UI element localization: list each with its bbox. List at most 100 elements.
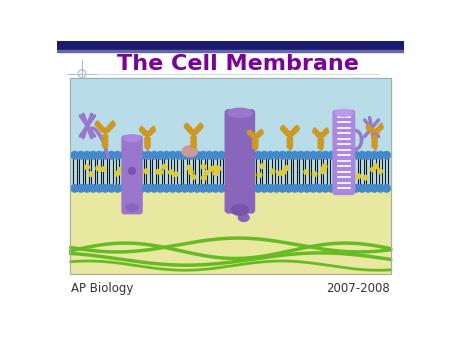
Circle shape: [103, 143, 108, 148]
Circle shape: [139, 170, 144, 175]
Circle shape: [89, 184, 97, 193]
Bar: [58, 50, 404, 52]
Circle shape: [364, 184, 373, 193]
Circle shape: [378, 169, 382, 174]
Circle shape: [294, 126, 299, 131]
Circle shape: [260, 151, 269, 160]
Circle shape: [156, 184, 165, 193]
Circle shape: [281, 126, 286, 131]
Circle shape: [175, 184, 183, 193]
Circle shape: [223, 151, 232, 160]
Circle shape: [291, 184, 299, 193]
Circle shape: [107, 151, 116, 160]
Circle shape: [144, 169, 148, 173]
Circle shape: [366, 125, 371, 130]
Circle shape: [278, 171, 282, 176]
Circle shape: [272, 151, 281, 160]
Circle shape: [297, 151, 305, 160]
Circle shape: [258, 130, 263, 135]
Circle shape: [129, 168, 135, 174]
Circle shape: [339, 184, 348, 193]
Circle shape: [352, 184, 360, 193]
Circle shape: [281, 170, 286, 174]
Circle shape: [150, 184, 158, 193]
Circle shape: [309, 151, 317, 160]
Circle shape: [175, 151, 183, 160]
Bar: [71, 77, 391, 274]
Circle shape: [191, 135, 196, 141]
Circle shape: [382, 151, 391, 160]
Circle shape: [284, 151, 293, 160]
Circle shape: [76, 151, 85, 160]
Circle shape: [186, 165, 191, 170]
Circle shape: [212, 166, 217, 171]
Circle shape: [211, 184, 220, 193]
Circle shape: [346, 151, 354, 160]
Bar: [71, 191, 391, 274]
Circle shape: [110, 122, 115, 127]
Circle shape: [131, 184, 140, 193]
Circle shape: [95, 151, 104, 160]
Circle shape: [101, 167, 105, 171]
Circle shape: [193, 151, 201, 160]
Circle shape: [214, 171, 218, 176]
Circle shape: [321, 184, 330, 193]
Circle shape: [173, 172, 178, 176]
Circle shape: [113, 184, 122, 193]
Circle shape: [321, 169, 326, 174]
Circle shape: [283, 128, 288, 134]
Circle shape: [119, 184, 128, 193]
Circle shape: [204, 170, 209, 175]
Circle shape: [83, 151, 91, 160]
Circle shape: [324, 129, 328, 134]
Circle shape: [115, 171, 119, 176]
Circle shape: [187, 151, 195, 160]
Bar: [58, 41, 404, 50]
Circle shape: [309, 184, 317, 193]
Circle shape: [118, 168, 123, 172]
Circle shape: [96, 166, 100, 171]
Circle shape: [291, 151, 299, 160]
Circle shape: [217, 151, 226, 160]
Circle shape: [252, 138, 258, 143]
Circle shape: [333, 184, 342, 193]
Circle shape: [145, 136, 150, 142]
Circle shape: [333, 151, 342, 160]
Circle shape: [266, 184, 274, 193]
Circle shape: [199, 151, 207, 160]
Circle shape: [339, 151, 348, 160]
Circle shape: [194, 129, 198, 134]
Circle shape: [370, 151, 378, 160]
Circle shape: [290, 131, 295, 136]
Circle shape: [248, 130, 252, 135]
Circle shape: [103, 134, 108, 140]
Circle shape: [376, 184, 385, 193]
Circle shape: [83, 184, 91, 193]
Circle shape: [382, 184, 391, 193]
Circle shape: [128, 167, 133, 171]
Circle shape: [378, 125, 383, 130]
Circle shape: [248, 151, 256, 160]
Circle shape: [162, 164, 166, 169]
Circle shape: [168, 151, 177, 160]
Ellipse shape: [228, 108, 252, 118]
Circle shape: [242, 184, 250, 193]
Circle shape: [150, 127, 155, 132]
Circle shape: [312, 172, 317, 176]
Circle shape: [136, 170, 141, 174]
Circle shape: [287, 140, 292, 145]
Circle shape: [250, 133, 255, 138]
Circle shape: [168, 184, 177, 193]
Ellipse shape: [126, 204, 138, 212]
Circle shape: [158, 170, 163, 174]
Circle shape: [315, 132, 320, 137]
Circle shape: [369, 128, 374, 133]
Circle shape: [352, 151, 360, 160]
Circle shape: [236, 166, 240, 171]
Circle shape: [248, 184, 256, 193]
Ellipse shape: [182, 146, 198, 157]
Circle shape: [145, 140, 150, 145]
Circle shape: [211, 151, 220, 160]
Circle shape: [100, 127, 105, 132]
Circle shape: [189, 129, 194, 134]
